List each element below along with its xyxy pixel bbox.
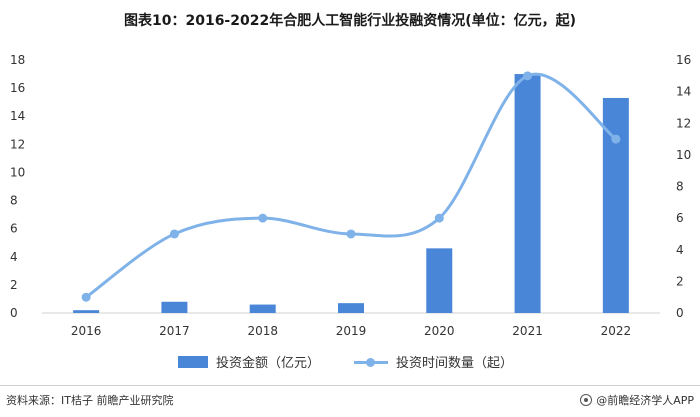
y-left-tick-label: 2 [10,278,18,292]
y-right-tick-label: 12 [676,116,691,130]
y-left-tick-label: 10 [10,165,25,179]
y-left-tick-label: 6 [10,222,18,236]
bar [161,301,188,313]
y-right-tick-label: 16 [676,53,691,67]
bar [249,304,276,313]
line-point [81,292,91,302]
line-point [169,229,179,239]
legend-item-bar: 投资金额（亿元） [178,352,320,371]
x-tick-label: 2019 [336,324,367,338]
x-tick-label: 2018 [247,324,278,338]
legend-bar-label: 投资金额（亿元） [216,356,321,371]
legend-line-swatch [354,356,388,368]
y-left-tick-label: 4 [10,250,18,264]
y-left-tick-label: 12 [10,137,25,151]
y-left-tick-label: 16 [10,81,25,95]
brand: @前瞻经济学人APP [580,392,694,408]
y-left-tick-label: 14 [10,109,25,123]
x-tick-label: 2016 [71,324,102,338]
line-point [258,213,268,223]
source-text: 资料来源：IT桔子 前瞻产业研究院 [6,394,174,407]
chart-title: 图表10：2016-2022年合肥人工智能行业投融资情况(单位：亿元，起) [123,13,577,29]
x-tick-label: 2020 [424,324,455,338]
legend-line-label: 投资时间数量（起） [396,356,514,371]
bar [426,248,453,313]
line-point [611,134,621,144]
bar [73,310,100,313]
y-right-tick-label: 2 [676,274,684,288]
y-left-tick-label: 0 [10,306,18,320]
line-point [346,229,356,239]
chart-svg: 0 2 4 6 8 10 12 14 16 18 0 2 4 6 8 10 12 14 16 2016 2017 2018… [10,53,691,338]
line-point [434,213,444,223]
x-tick-label: 2017 [159,324,190,338]
legend-item-line: 投资时间数量（起） [354,352,513,371]
x-tick-label: 2022 [601,324,632,338]
y-right-tick-label: 0 [676,306,684,320]
footer-divider [0,385,700,386]
brand-logo-icon [580,394,593,406]
legend: 投资金额（亿元） 投资时间数量（起） [0,352,700,372]
legend-bar-swatch [178,355,208,368]
y-left-tick-label: 8 [10,194,18,208]
y-right-tick-label: 8 [676,180,684,194]
bar [338,303,364,313]
y-right-tick-label: 14 [676,85,691,99]
line-point [523,71,533,81]
y-left-tick-label: 18 [10,53,25,67]
y-right-tick-label: 6 [676,211,684,225]
y-right-tick-label: 10 [676,148,691,162]
y-right-tick-label: 4 [676,243,684,257]
bar [514,74,541,313]
x-tick-label: 2021 [512,324,543,338]
brand-text: @前瞻经济学人APP [596,394,694,407]
bar [602,97,629,313]
